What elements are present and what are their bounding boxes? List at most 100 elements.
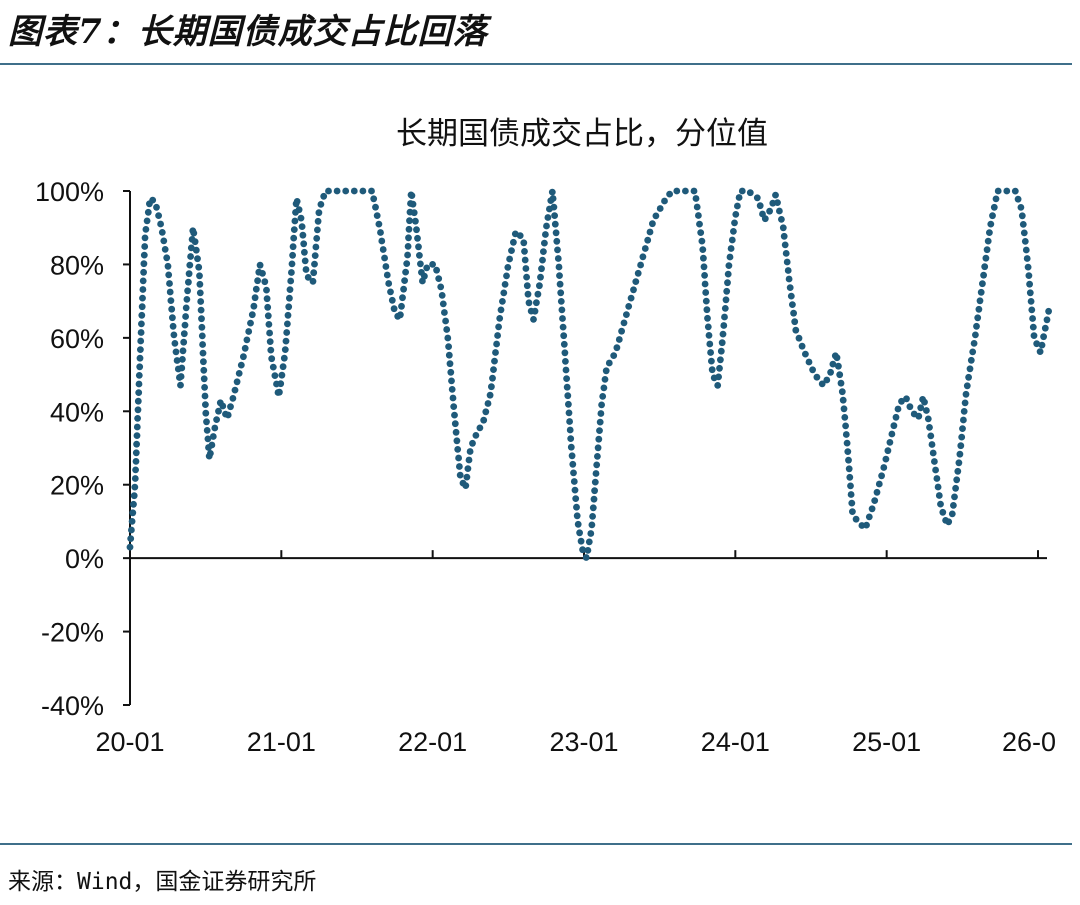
series-dot [756, 202, 764, 210]
series-dot [596, 418, 604, 426]
series-dot [953, 476, 961, 484]
series-dot [1036, 348, 1044, 355]
series-dot [584, 547, 592, 554]
series-dot [950, 502, 957, 509]
series-dot [1030, 332, 1038, 339]
series-dot [782, 250, 790, 257]
series-dot [738, 187, 746, 195]
series-dot [798, 342, 806, 350]
series-dot [263, 286, 270, 294]
series-dot [456, 471, 464, 479]
series-dot [558, 306, 566, 314]
series-dot [720, 322, 728, 329]
series-dot [563, 375, 570, 382]
series-dot [413, 226, 420, 234]
series-dot [131, 483, 139, 491]
series-dot [846, 473, 854, 481]
series-dot [548, 188, 556, 196]
series-dot [1029, 315, 1036, 322]
series-dot [960, 416, 967, 424]
series-dot [382, 263, 390, 270]
series-dot [589, 513, 596, 520]
series-dot [450, 403, 458, 410]
series-dot [404, 243, 412, 250]
series-dot [553, 237, 561, 245]
series-dot [469, 439, 476, 447]
series-dot [1018, 212, 1026, 220]
series-dot [894, 405, 902, 413]
series-dot [927, 432, 935, 440]
series-dot [454, 446, 462, 453]
series-dot [261, 278, 269, 286]
y-tick-label: 0% [65, 544, 104, 574]
series-dot [1029, 323, 1037, 331]
series-dot [986, 229, 993, 237]
series-dot [233, 378, 241, 386]
series-dot [786, 284, 794, 291]
series-dot [493, 340, 500, 348]
series-dot [186, 261, 194, 269]
series-dot [197, 306, 205, 314]
series-dot [1023, 255, 1031, 262]
series-dot [570, 469, 577, 477]
series-dot [732, 211, 740, 218]
series-dot [982, 254, 990, 262]
series-dot [1043, 316, 1051, 324]
series-dot [166, 288, 174, 296]
series-dot [1045, 307, 1052, 315]
series-dot [833, 354, 841, 362]
series-dot [718, 339, 726, 347]
series-dot [792, 326, 800, 334]
series-dot [378, 237, 386, 245]
series-dot [646, 228, 654, 236]
series-dot [716, 364, 723, 372]
series-dot [247, 319, 254, 327]
series-dot [254, 277, 261, 285]
series-dot [300, 240, 308, 248]
series-dot [809, 366, 816, 374]
series-dot [698, 237, 706, 245]
series-dot [281, 346, 289, 353]
series-dot [132, 466, 140, 474]
series-dot [724, 279, 731, 287]
series-dot [127, 526, 135, 534]
series-dot [530, 316, 537, 323]
series-dot [173, 357, 181, 364]
series-dot [472, 432, 480, 439]
series-dot [455, 454, 462, 462]
series-dot [333, 187, 341, 195]
series-dot [955, 459, 963, 467]
series-dot [211, 424, 219, 432]
series-dot [521, 248, 528, 255]
series-dot [707, 349, 714, 356]
series-dot [845, 465, 853, 473]
series-dot [984, 237, 992, 245]
series-dot [847, 491, 855, 498]
series-dot [448, 386, 456, 393]
series-dot [267, 346, 275, 354]
series-dot [597, 410, 605, 417]
series-dot [285, 303, 293, 311]
series-dot [783, 258, 791, 266]
series-dot [598, 401, 605, 409]
series-dot [539, 256, 546, 264]
series-dot [510, 238, 517, 246]
series-dot [444, 334, 452, 342]
series-dot [849, 508, 856, 515]
series-dot [551, 220, 559, 228]
series-dot [960, 408, 968, 415]
series-dot [693, 203, 701, 211]
series-dot [286, 294, 293, 302]
series-dot [166, 280, 173, 287]
series-dot [945, 518, 953, 526]
series-dot [213, 416, 221, 423]
series-dot [540, 248, 547, 256]
series-dot [134, 415, 142, 422]
series-dot [1024, 263, 1032, 271]
series-dot [137, 346, 144, 353]
series-dot [962, 390, 970, 398]
series-dot [400, 285, 407, 293]
series-dot [703, 306, 711, 314]
x-tick-label: 26-0 [1002, 727, 1056, 757]
series-dot [931, 458, 938, 465]
